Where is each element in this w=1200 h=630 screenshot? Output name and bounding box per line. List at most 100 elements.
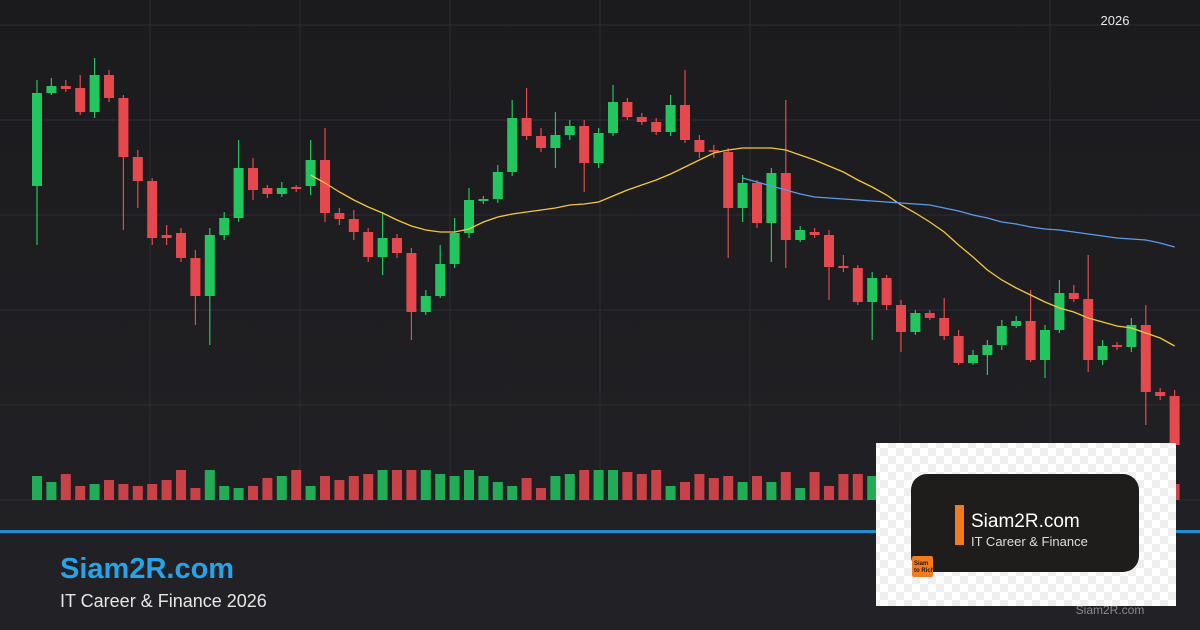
candle-body (348, 219, 359, 232)
badge (912, 556, 933, 577)
candle-body (680, 105, 690, 140)
candle-body (723, 152, 734, 208)
candle-body (104, 75, 114, 98)
divider (0, 530, 1200, 533)
candle-body (233, 168, 244, 218)
candle-body (910, 313, 921, 332)
volume-bar (665, 486, 676, 500)
candle-body (766, 173, 777, 223)
volume-bar (636, 474, 647, 500)
candle-body (89, 75, 100, 112)
volume-bar (46, 482, 57, 500)
candle-body (392, 238, 402, 253)
candle-body (1068, 293, 1079, 299)
volume-bar (377, 470, 388, 500)
ma-line (742, 177, 1175, 248)
volume-bar (60, 474, 71, 500)
volume-bar (795, 488, 806, 500)
candle-body (838, 266, 849, 268)
candle-body (1083, 299, 1094, 360)
candle-body (478, 199, 489, 201)
candle-body (464, 200, 474, 233)
volume-bar (348, 476, 359, 500)
candle-body (305, 160, 316, 186)
volume-bar (809, 472, 820, 500)
candle-body (377, 238, 388, 257)
brand-subtitle: IT Career & Finance 2026 (60, 591, 267, 611)
candle-body (420, 296, 431, 312)
volume-bar (464, 470, 474, 500)
card (911, 474, 1139, 572)
candle-body (939, 318, 950, 336)
candle-body (665, 105, 676, 132)
volume-bar (118, 484, 129, 500)
volume-bar (737, 482, 748, 500)
volume-bar (190, 488, 201, 500)
volume-bar (867, 476, 878, 500)
badge-bottom: to Rich (914, 568, 935, 574)
candle-body (507, 118, 518, 172)
volume-bar (824, 486, 834, 500)
candle-body (780, 173, 791, 240)
volume-bar (492, 482, 503, 500)
volume-bar (723, 476, 734, 500)
volume-bar (392, 470, 402, 500)
candle-body (982, 345, 993, 355)
volume-bar (89, 484, 100, 500)
candle-body (521, 118, 532, 136)
volume-bar (219, 486, 230, 500)
volume-bar (147, 484, 158, 500)
ma-line (310, 147, 1175, 347)
volume-bar (593, 470, 604, 500)
watermark: Siam2R.com (1076, 603, 1145, 617)
volume-bar (104, 480, 114, 500)
candle-body (1112, 345, 1122, 347)
candle-body (953, 336, 964, 363)
volume-bar (694, 474, 705, 500)
candle-body (1097, 346, 1108, 360)
candle-body (147, 181, 158, 238)
candle-body (593, 133, 604, 163)
candle-body (219, 218, 230, 235)
volume-bar (406, 470, 417, 500)
candle-body (636, 117, 647, 122)
candle-body (1025, 321, 1036, 360)
candle-body (737, 183, 748, 208)
volume-bar (478, 476, 489, 500)
candle-body (161, 235, 172, 238)
candle-body (204, 235, 215, 296)
candle-body (1054, 293, 1065, 330)
candle-body (190, 258, 201, 296)
candle-body (1040, 330, 1050, 360)
candle-body (550, 135, 561, 148)
candle-body (1140, 325, 1151, 392)
volume-bar (334, 480, 345, 500)
brand-title: Siam2R.com (60, 553, 234, 585)
candle-body (968, 355, 978, 363)
card-accent (955, 505, 964, 545)
volume-bar (161, 480, 172, 500)
volume-bar (363, 474, 374, 500)
candle-body (651, 122, 662, 132)
card-subtitle: IT Career & Finance (971, 534, 1088, 549)
volume-bar (262, 478, 273, 500)
candle-body (536, 136, 546, 148)
volume-bar (838, 474, 849, 500)
candle-body (694, 140, 705, 152)
volume-bar (651, 470, 662, 500)
candle-body (608, 102, 618, 133)
card-title: Siam2R.com (971, 511, 1080, 532)
candle-body (564, 126, 575, 135)
candle-body (795, 230, 806, 240)
candle-body (1011, 321, 1022, 326)
candle-body (492, 172, 503, 199)
volume-bar (233, 488, 244, 500)
candle-body (32, 93, 42, 186)
volume-bar (75, 486, 86, 500)
candle-body (176, 233, 186, 258)
candle-body (320, 160, 330, 213)
candle-body (996, 326, 1007, 345)
badge-top: Siam (914, 561, 928, 567)
candle-body (622, 102, 633, 117)
candle-body (708, 150, 719, 152)
